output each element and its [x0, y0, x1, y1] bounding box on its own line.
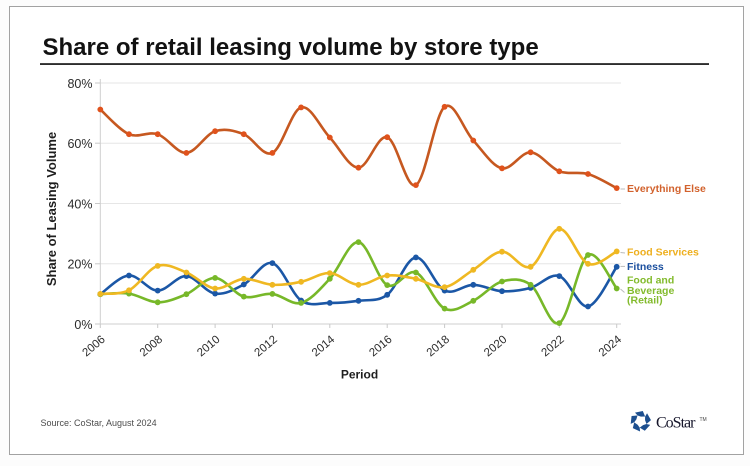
- svg-text:2014: 2014: [310, 333, 338, 359]
- svg-text:Share of Leasing Volume: Share of Leasing Volume: [44, 132, 59, 286]
- svg-text:2022: 2022: [539, 334, 566, 360]
- svg-text:(Retail): (Retail): [627, 294, 663, 306]
- svg-text:2020: 2020: [482, 334, 509, 360]
- svg-text:2008: 2008: [138, 334, 165, 360]
- svg-text:2012: 2012: [253, 334, 280, 360]
- svg-text:Food Services: Food Services: [627, 246, 699, 258]
- svg-text:Beverage: Beverage: [627, 285, 674, 297]
- svg-text:Period: Period: [341, 368, 378, 382]
- svg-text:Food and: Food and: [627, 275, 674, 287]
- svg-text:20%: 20%: [67, 258, 92, 272]
- svg-text:TM: TM: [700, 417, 707, 423]
- svg-text:CoStar: CoStar: [656, 415, 696, 432]
- svg-text:2010: 2010: [195, 334, 222, 360]
- svg-text:2006: 2006: [80, 334, 107, 360]
- svg-text:0%: 0%: [74, 318, 92, 332]
- svg-text:Share of retail leasing volume: Share of retail leasing volume by store …: [43, 34, 539, 61]
- svg-text:2024: 2024: [597, 333, 625, 359]
- svg-text:Source: CoStar, August 2024: Source: CoStar, August 2024: [41, 418, 157, 428]
- svg-text:2018: 2018: [425, 334, 452, 360]
- svg-text:40%: 40%: [67, 197, 92, 211]
- svg-text:Fitness: Fitness: [627, 261, 664, 273]
- svg-text:Everything Else: Everything Else: [627, 183, 706, 195]
- svg-text:60%: 60%: [67, 137, 92, 151]
- svg-text:2016: 2016: [367, 334, 394, 360]
- svg-text:80%: 80%: [67, 77, 92, 91]
